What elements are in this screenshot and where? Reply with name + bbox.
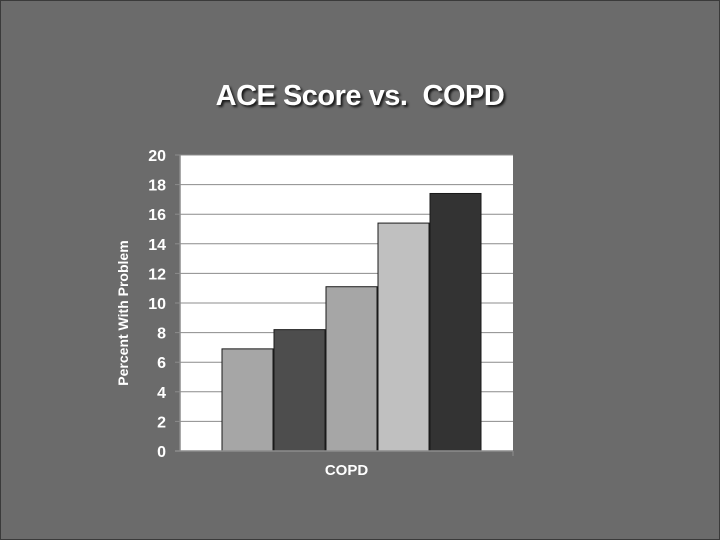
y-tick-label: 12 — [148, 266, 166, 283]
y-tick-label: 18 — [148, 178, 166, 195]
y-tick-label: 8 — [157, 326, 166, 343]
bar-series-1 — [221, 348, 274, 452]
y-tick-label: 2 — [157, 414, 166, 431]
bar-series-3 — [325, 286, 378, 452]
y-tick-label: 16 — [148, 207, 166, 224]
y-tick-label: 14 — [148, 237, 166, 254]
plot-area: 0 2 4 6 8 10 12 14 16 18 20 COPD — [148, 148, 514, 479]
y-tick-label: 4 — [157, 385, 166, 402]
bar-series-5 — [429, 192, 482, 452]
chart-title: ACE Score vs. COPD — [215, 80, 505, 112]
y-tick-label: 10 — [148, 296, 166, 313]
y-tick-label: 6 — [157, 355, 166, 372]
x-category-label: COPD — [325, 462, 369, 479]
y-tick-label: 0 — [157, 444, 166, 461]
y-axis-title: Percent With Problem — [115, 240, 131, 385]
bar-series-2 — [273, 329, 326, 452]
bar-series-4 — [377, 222, 430, 452]
y-tick-label: 20 — [148, 148, 166, 165]
